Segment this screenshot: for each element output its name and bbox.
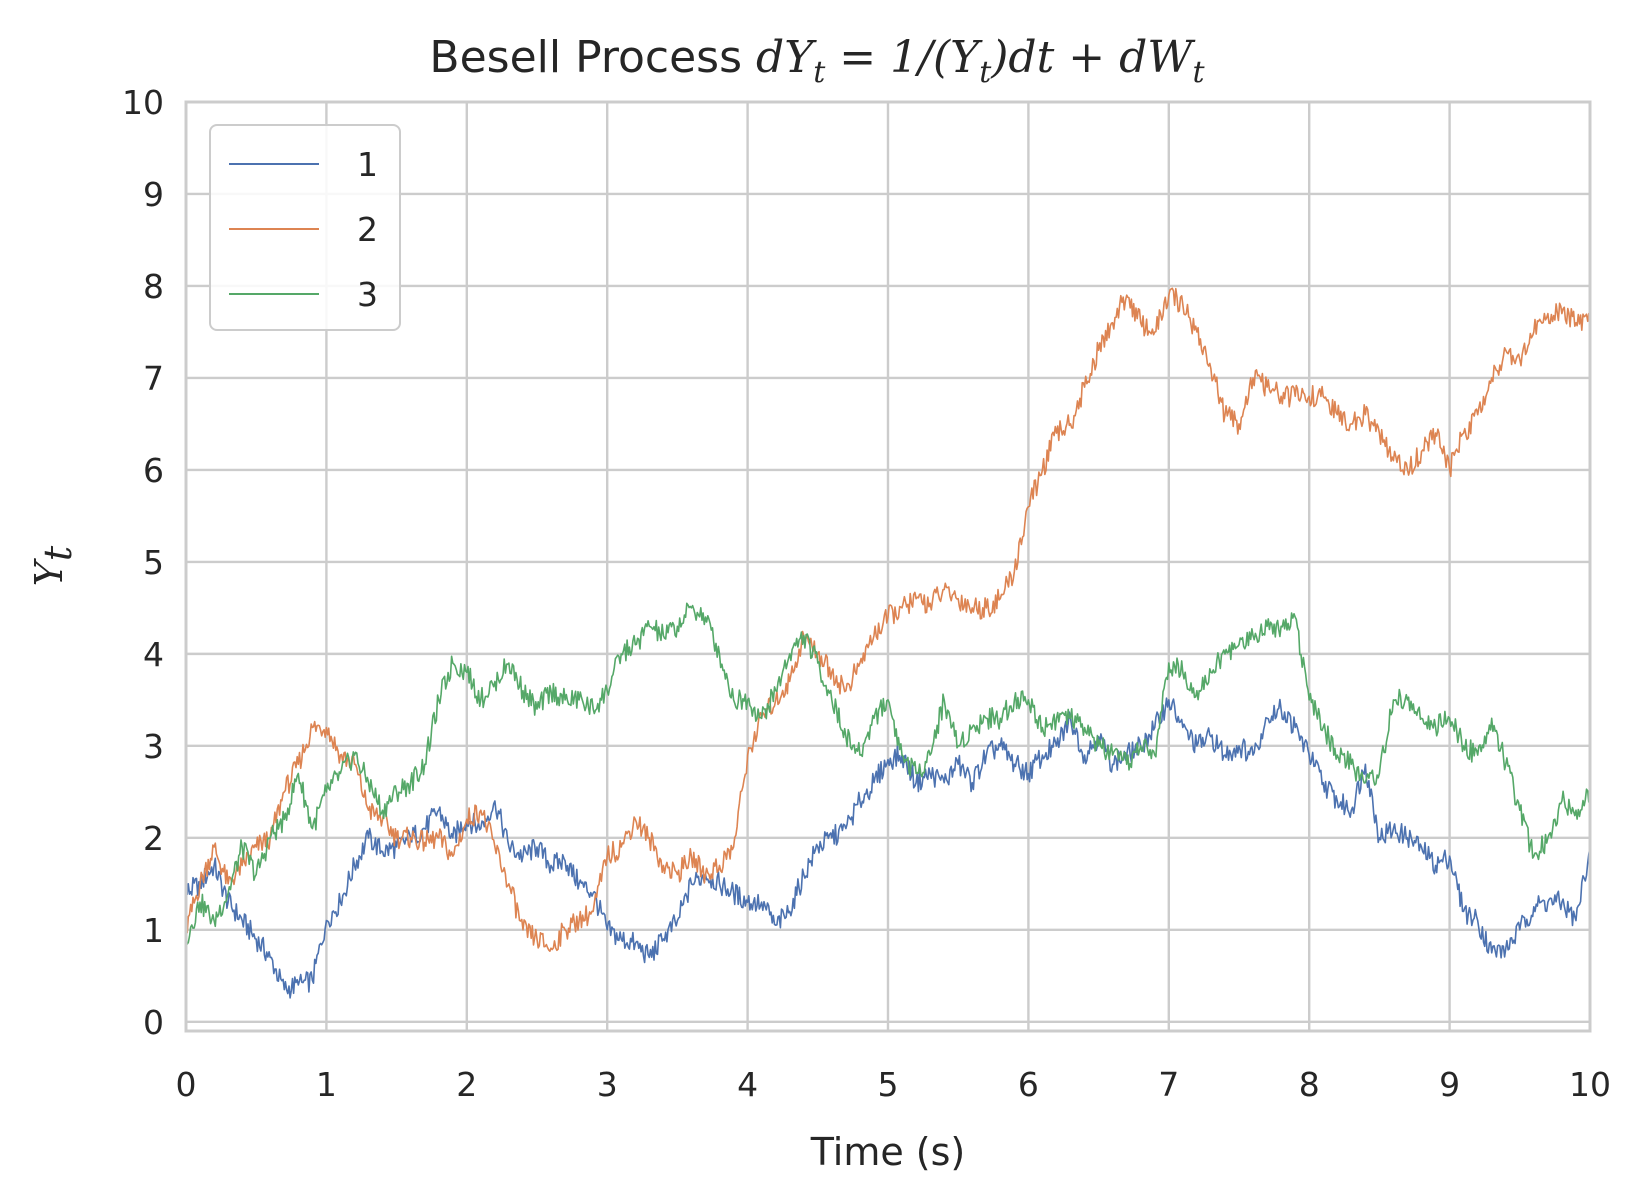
- x-tick-label: 2: [456, 1065, 477, 1104]
- x-tick-label: 5: [878, 1065, 899, 1104]
- y-tick-label: 0: [143, 1003, 164, 1042]
- x-tick-label: 9: [1439, 1065, 1460, 1104]
- legend: 1 2 3: [209, 124, 401, 331]
- series-line-2: [185, 287, 1591, 952]
- y-tick-label: 10: [122, 83, 164, 122]
- y-tick-labels: 0 1 2 3 4 5 6 7 8 9 10: [122, 83, 164, 1042]
- x-tick-label: 3: [597, 1065, 618, 1104]
- legend-label-2: 2: [357, 210, 378, 249]
- y-tick-label: 9: [143, 175, 164, 214]
- x-tick-label: 4: [737, 1065, 758, 1104]
- x-tick-label: 8: [1299, 1065, 1320, 1104]
- y-tick-label: 7: [143, 359, 164, 398]
- series-line-3: [185, 602, 1591, 945]
- y-tick-label: 5: [143, 543, 164, 582]
- y-tick-label: 6: [143, 451, 164, 490]
- title-math-rhs: )dt + dW: [990, 32, 1196, 83]
- chart-title-text: Besell Process: [429, 32, 742, 83]
- plot-frame: [184, 100, 1592, 1033]
- y-tick-label: 3: [143, 727, 164, 766]
- chart-title: Besell Process dYt = 1/(Yt)dt + dWt: [429, 32, 1205, 90]
- title-math-eq: = 1/(Y: [825, 32, 983, 83]
- x-tick-labels: 0 1 2 3 4 5 6 7 8 9 10: [176, 1065, 1612, 1104]
- x-axis-label: Time (s): [810, 1130, 966, 1174]
- y-tick-label: 2: [143, 819, 164, 858]
- series-layer: [185, 287, 1591, 999]
- y-axis-label-sub: t: [36, 545, 80, 561]
- legend-label-1: 1: [357, 145, 378, 184]
- title-math-lhs: dY: [756, 32, 817, 83]
- legend-label-3: 3: [357, 275, 378, 314]
- x-tick-label: 7: [1158, 1065, 1179, 1104]
- title-math-rhs-sub: t: [1193, 55, 1206, 90]
- y-axis-label-main: Y: [27, 557, 71, 586]
- x-tick-label: 6: [1018, 1065, 1039, 1104]
- legend-box: [209, 124, 401, 331]
- x-tick-label: 0: [176, 1065, 197, 1104]
- x-tick-label: 10: [1569, 1065, 1611, 1104]
- y-axis-label: Yt: [27, 545, 80, 586]
- y-tick-label: 1: [143, 911, 164, 950]
- title-math-lhs-sub: t: [813, 55, 826, 90]
- x-tick-label: 1: [316, 1065, 337, 1104]
- title-math-eq-sub: t: [979, 55, 992, 90]
- y-tick-label: 4: [143, 635, 164, 674]
- y-tick-label: 8: [143, 267, 164, 306]
